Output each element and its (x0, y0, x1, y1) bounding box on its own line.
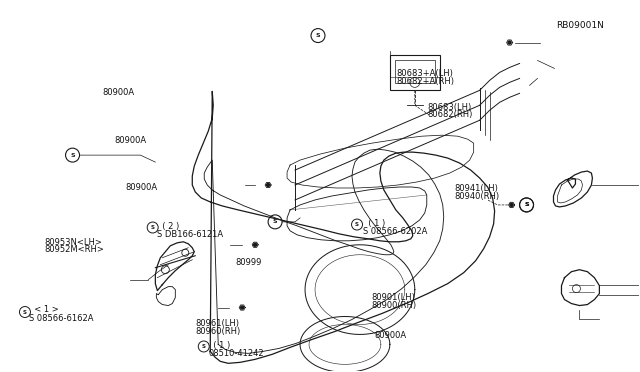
Text: 80900A: 80900A (103, 88, 135, 97)
Text: S: S (316, 33, 320, 38)
Text: S: S (355, 222, 359, 227)
Bar (395, 61, 435, 83)
Circle shape (510, 203, 513, 206)
Bar (390, 55, 440, 90)
Text: 80961(LH): 80961(LH) (195, 320, 239, 328)
Text: RB09001N: RB09001N (556, 21, 604, 30)
Text: S: S (23, 310, 27, 314)
Text: S: S (70, 153, 75, 158)
Text: 80900(RH): 80900(RH) (371, 301, 416, 310)
Text: 80999: 80999 (236, 258, 262, 267)
Text: 80682+A(RH): 80682+A(RH) (397, 77, 454, 86)
Text: S 08566-6162A: S 08566-6162A (29, 314, 94, 323)
Text: S: S (524, 202, 529, 208)
Circle shape (508, 41, 511, 44)
Text: 80683+A(LH): 80683+A(LH) (397, 69, 454, 78)
Text: 80683(LH): 80683(LH) (428, 103, 472, 112)
Text: 80682(RH): 80682(RH) (428, 110, 473, 119)
Text: 80901(LH): 80901(LH) (371, 294, 415, 302)
Text: < 1 >: < 1 > (29, 305, 59, 314)
Text: S: S (150, 225, 155, 230)
Text: ( 1 ): ( 1 ) (208, 341, 230, 350)
Text: S: S (202, 344, 206, 349)
Text: 80941(LH): 80941(LH) (454, 184, 498, 193)
Text: ( 2 ): ( 2 ) (157, 222, 179, 231)
Text: 80900A: 80900A (374, 331, 406, 340)
Text: 80953N<LH>: 80953N<LH> (44, 238, 102, 247)
Circle shape (253, 243, 257, 246)
Text: S 08566-6202A: S 08566-6202A (364, 227, 428, 236)
Circle shape (267, 183, 269, 186)
Text: ( 1 ): ( 1 ) (364, 219, 386, 228)
Text: 80960(RH): 80960(RH) (195, 327, 241, 336)
Text: S: S (524, 202, 529, 208)
Text: S DB166-6121A: S DB166-6121A (157, 230, 223, 239)
Text: 80900A: 80900A (125, 183, 157, 192)
Text: 80900A: 80900A (115, 136, 147, 145)
Text: 80940(RH): 80940(RH) (454, 192, 499, 201)
Text: 80952M<RH>: 80952M<RH> (44, 245, 104, 254)
Text: S: S (273, 219, 277, 224)
Text: 08510-41242: 08510-41242 (208, 349, 264, 358)
Circle shape (241, 306, 244, 309)
